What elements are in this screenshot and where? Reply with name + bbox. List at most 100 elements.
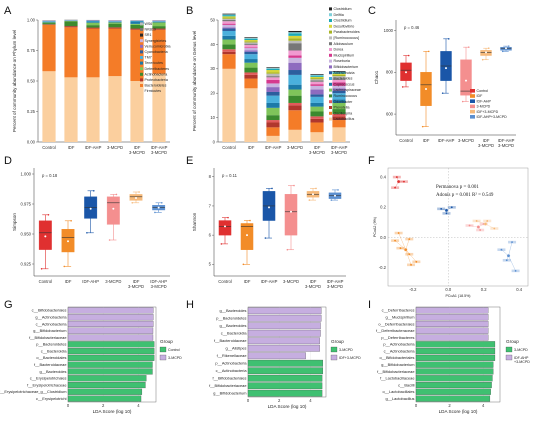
bar-segment bbox=[130, 81, 144, 142]
lda-taxon-label: g__Bacteroides bbox=[219, 308, 246, 313]
legend-swatch bbox=[470, 115, 475, 119]
spider-line bbox=[405, 249, 417, 262]
lda-taxon-label: f__Erysipelotrichaceae_g__Clostridium bbox=[0, 389, 67, 394]
x-tick-label: IDF-AHP bbox=[82, 279, 99, 284]
lda-bar bbox=[67, 368, 153, 375]
x-tick-label: Control bbox=[399, 138, 413, 143]
y-tick-label: 7 bbox=[209, 203, 212, 208]
spider-line bbox=[394, 240, 406, 250]
bar-segment bbox=[108, 21, 122, 22]
box-data-point bbox=[441, 92, 444, 94]
box-data-point bbox=[131, 202, 134, 204]
bar-segment bbox=[42, 22, 56, 24]
legend-swatch bbox=[140, 28, 143, 31]
bar-segment bbox=[42, 21, 56, 22]
box-data-point bbox=[421, 125, 424, 128]
lda-taxon-label: p__Actinobacteria bbox=[383, 342, 415, 347]
y-tick-label: 0.50 bbox=[27, 78, 36, 83]
y-tick-label: 800 bbox=[386, 70, 394, 75]
bar-segment bbox=[310, 96, 324, 103]
legend-swatch bbox=[329, 36, 332, 40]
legend-swatch bbox=[329, 59, 332, 63]
bar-segment bbox=[288, 32, 302, 34]
p-value-annotation: p = 0.18 bbox=[42, 173, 58, 178]
bar-segment bbox=[310, 78, 324, 80]
bar-segment bbox=[244, 38, 258, 41]
bar-segment bbox=[244, 47, 258, 49]
lda-bar bbox=[67, 307, 154, 314]
bar-segment bbox=[130, 28, 144, 30]
lda-taxon-label: g__Bifidobacterium bbox=[381, 362, 414, 367]
box-data-point bbox=[447, 38, 450, 40]
bar-segment bbox=[86, 27, 100, 29]
group-centroid bbox=[444, 208, 449, 213]
x-tick-label: 3-MCPD bbox=[458, 138, 474, 143]
bar-segment bbox=[108, 22, 122, 24]
bar-segment bbox=[266, 120, 280, 123]
bar-segment bbox=[86, 22, 100, 26]
legend-label: 3-MCPD bbox=[339, 348, 353, 352]
box-data-point bbox=[138, 191, 140, 193]
lda-bar bbox=[67, 361, 153, 368]
box-data-point bbox=[154, 211, 156, 214]
bar-segment bbox=[222, 35, 236, 40]
box-mean-point bbox=[157, 206, 160, 209]
bar-segment bbox=[42, 21, 56, 23]
bar-segment bbox=[310, 122, 324, 133]
lda-bar bbox=[67, 388, 143, 395]
x-tick-label: IDF-AHP 3-MCPD bbox=[327, 279, 344, 289]
bar-segment bbox=[266, 135, 280, 142]
sample-point bbox=[511, 241, 513, 244]
y-axis-label: PCoA2 (9%) bbox=[373, 217, 377, 237]
legend-swatch bbox=[140, 50, 143, 54]
bar-segment bbox=[288, 110, 302, 130]
bar-segment bbox=[222, 23, 236, 25]
lda-bar bbox=[415, 368, 494, 375]
box-data-point bbox=[220, 243, 223, 245]
box-mean-point bbox=[445, 67, 447, 70]
lda-bar bbox=[415, 341, 496, 348]
bar-segment bbox=[288, 95, 302, 103]
y-axis-label: Percent of community abundance on Genus … bbox=[192, 31, 197, 131]
bar-segment bbox=[310, 116, 324, 119]
bar-segment bbox=[266, 102, 280, 108]
lda-bar bbox=[67, 320, 154, 328]
bar-segment bbox=[288, 50, 302, 56]
bar-segment bbox=[266, 127, 280, 136]
sample-point bbox=[475, 220, 478, 222]
sample-point bbox=[493, 227, 496, 230]
lda-taxon-label: f__Lactobacillaceae bbox=[380, 376, 414, 381]
legend-label: 3-MCPD bbox=[514, 348, 528, 352]
legend-label: Dorea bbox=[334, 48, 344, 52]
legend-swatch bbox=[140, 56, 143, 59]
box-data-point bbox=[249, 219, 251, 222]
y-tick-label: 0.25 bbox=[27, 109, 36, 114]
bar-segment bbox=[310, 85, 324, 90]
bar-segment bbox=[332, 116, 346, 121]
legend-swatch bbox=[329, 82, 332, 86]
sample-point bbox=[440, 207, 443, 210]
box-data-point bbox=[242, 263, 245, 266]
bar-segment bbox=[244, 62, 258, 68]
x-axis-label: LDA Score (log 10) bbox=[439, 409, 478, 414]
lda-bar bbox=[67, 334, 154, 341]
plot-frame bbox=[247, 306, 327, 398]
lda-bar bbox=[247, 352, 306, 360]
legend-label: Bacteroides bbox=[334, 77, 353, 81]
bar-segment bbox=[266, 73, 280, 77]
bar-segment bbox=[222, 21, 236, 24]
bar-segment bbox=[222, 49, 236, 52]
legend-label: TM7 bbox=[145, 56, 152, 60]
bar-segment bbox=[222, 68, 236, 142]
y-tick-label: 1.000 bbox=[21, 171, 32, 176]
legend-title: Group bbox=[506, 339, 519, 344]
bar-segment bbox=[288, 102, 302, 106]
box-mean-point bbox=[44, 235, 47, 238]
x-tick-label: IDF 3-MCPD bbox=[478, 138, 494, 148]
box-data-point bbox=[487, 47, 490, 50]
box-data-point bbox=[337, 189, 339, 191]
bar-segment bbox=[222, 13, 236, 15]
bar-segment bbox=[310, 76, 324, 79]
bar-segment bbox=[288, 33, 302, 36]
bar-segment bbox=[244, 37, 258, 39]
